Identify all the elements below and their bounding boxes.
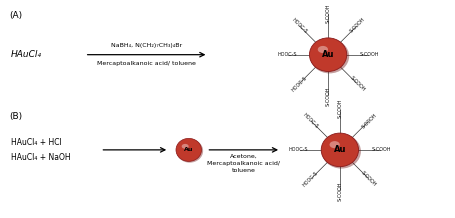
Text: (A): (A)	[9, 10, 22, 20]
Ellipse shape	[176, 138, 201, 161]
Text: S-COOH: S-COOH	[337, 181, 342, 201]
Ellipse shape	[320, 133, 358, 167]
Text: Mercaptoalkanoic acid/: Mercaptoalkanoic acid/	[207, 161, 279, 166]
Text: HOOC-S: HOOC-S	[288, 147, 308, 152]
Text: Acetone,: Acetone,	[229, 154, 257, 159]
Text: NaBH₄, N(CH₂)₇CH₃)₄Br: NaBH₄, N(CH₂)₇CH₃)₄Br	[111, 43, 182, 48]
Ellipse shape	[329, 141, 339, 148]
Text: S-COOH: S-COOH	[359, 112, 377, 129]
Text: S-COOH: S-COOH	[370, 147, 390, 152]
Text: S-COOH: S-COOH	[325, 86, 330, 106]
Text: HOOC-S: HOOC-S	[277, 52, 296, 57]
Ellipse shape	[176, 139, 202, 163]
Text: HOOC-S: HOOC-S	[301, 112, 318, 129]
Text: S-COOH: S-COOH	[325, 4, 330, 23]
Text: Au: Au	[333, 145, 345, 154]
Ellipse shape	[317, 46, 327, 53]
Text: HOOC-S: HOOC-S	[290, 17, 307, 34]
Text: HAuCl₄ + HCl: HAuCl₄ + HCl	[11, 138, 62, 146]
Text: S-COOH: S-COOH	[359, 170, 377, 188]
Text: HOOC-S: HOOC-S	[301, 170, 318, 188]
Ellipse shape	[309, 38, 346, 72]
Text: S-COOH: S-COOH	[348, 75, 365, 92]
Ellipse shape	[181, 144, 188, 149]
Text: Au: Au	[321, 50, 334, 59]
Text: (B): (B)	[9, 112, 22, 121]
Text: HAuCl₄ + NaOH: HAuCl₄ + NaOH	[11, 153, 71, 162]
Text: S-COOH: S-COOH	[337, 99, 342, 118]
Text: Au: Au	[184, 147, 193, 152]
Ellipse shape	[309, 39, 349, 73]
Text: HOOC-S: HOOC-S	[290, 75, 307, 92]
Text: S-COOH: S-COOH	[348, 17, 365, 34]
Text: S-COOH: S-COOH	[359, 52, 378, 57]
Text: Mercaptoalkanoic acid/ toluene: Mercaptoalkanoic acid/ toluene	[97, 61, 196, 66]
Ellipse shape	[321, 134, 360, 169]
Text: HAuCl₄: HAuCl₄	[11, 50, 42, 59]
Text: toluene: toluene	[231, 168, 255, 172]
